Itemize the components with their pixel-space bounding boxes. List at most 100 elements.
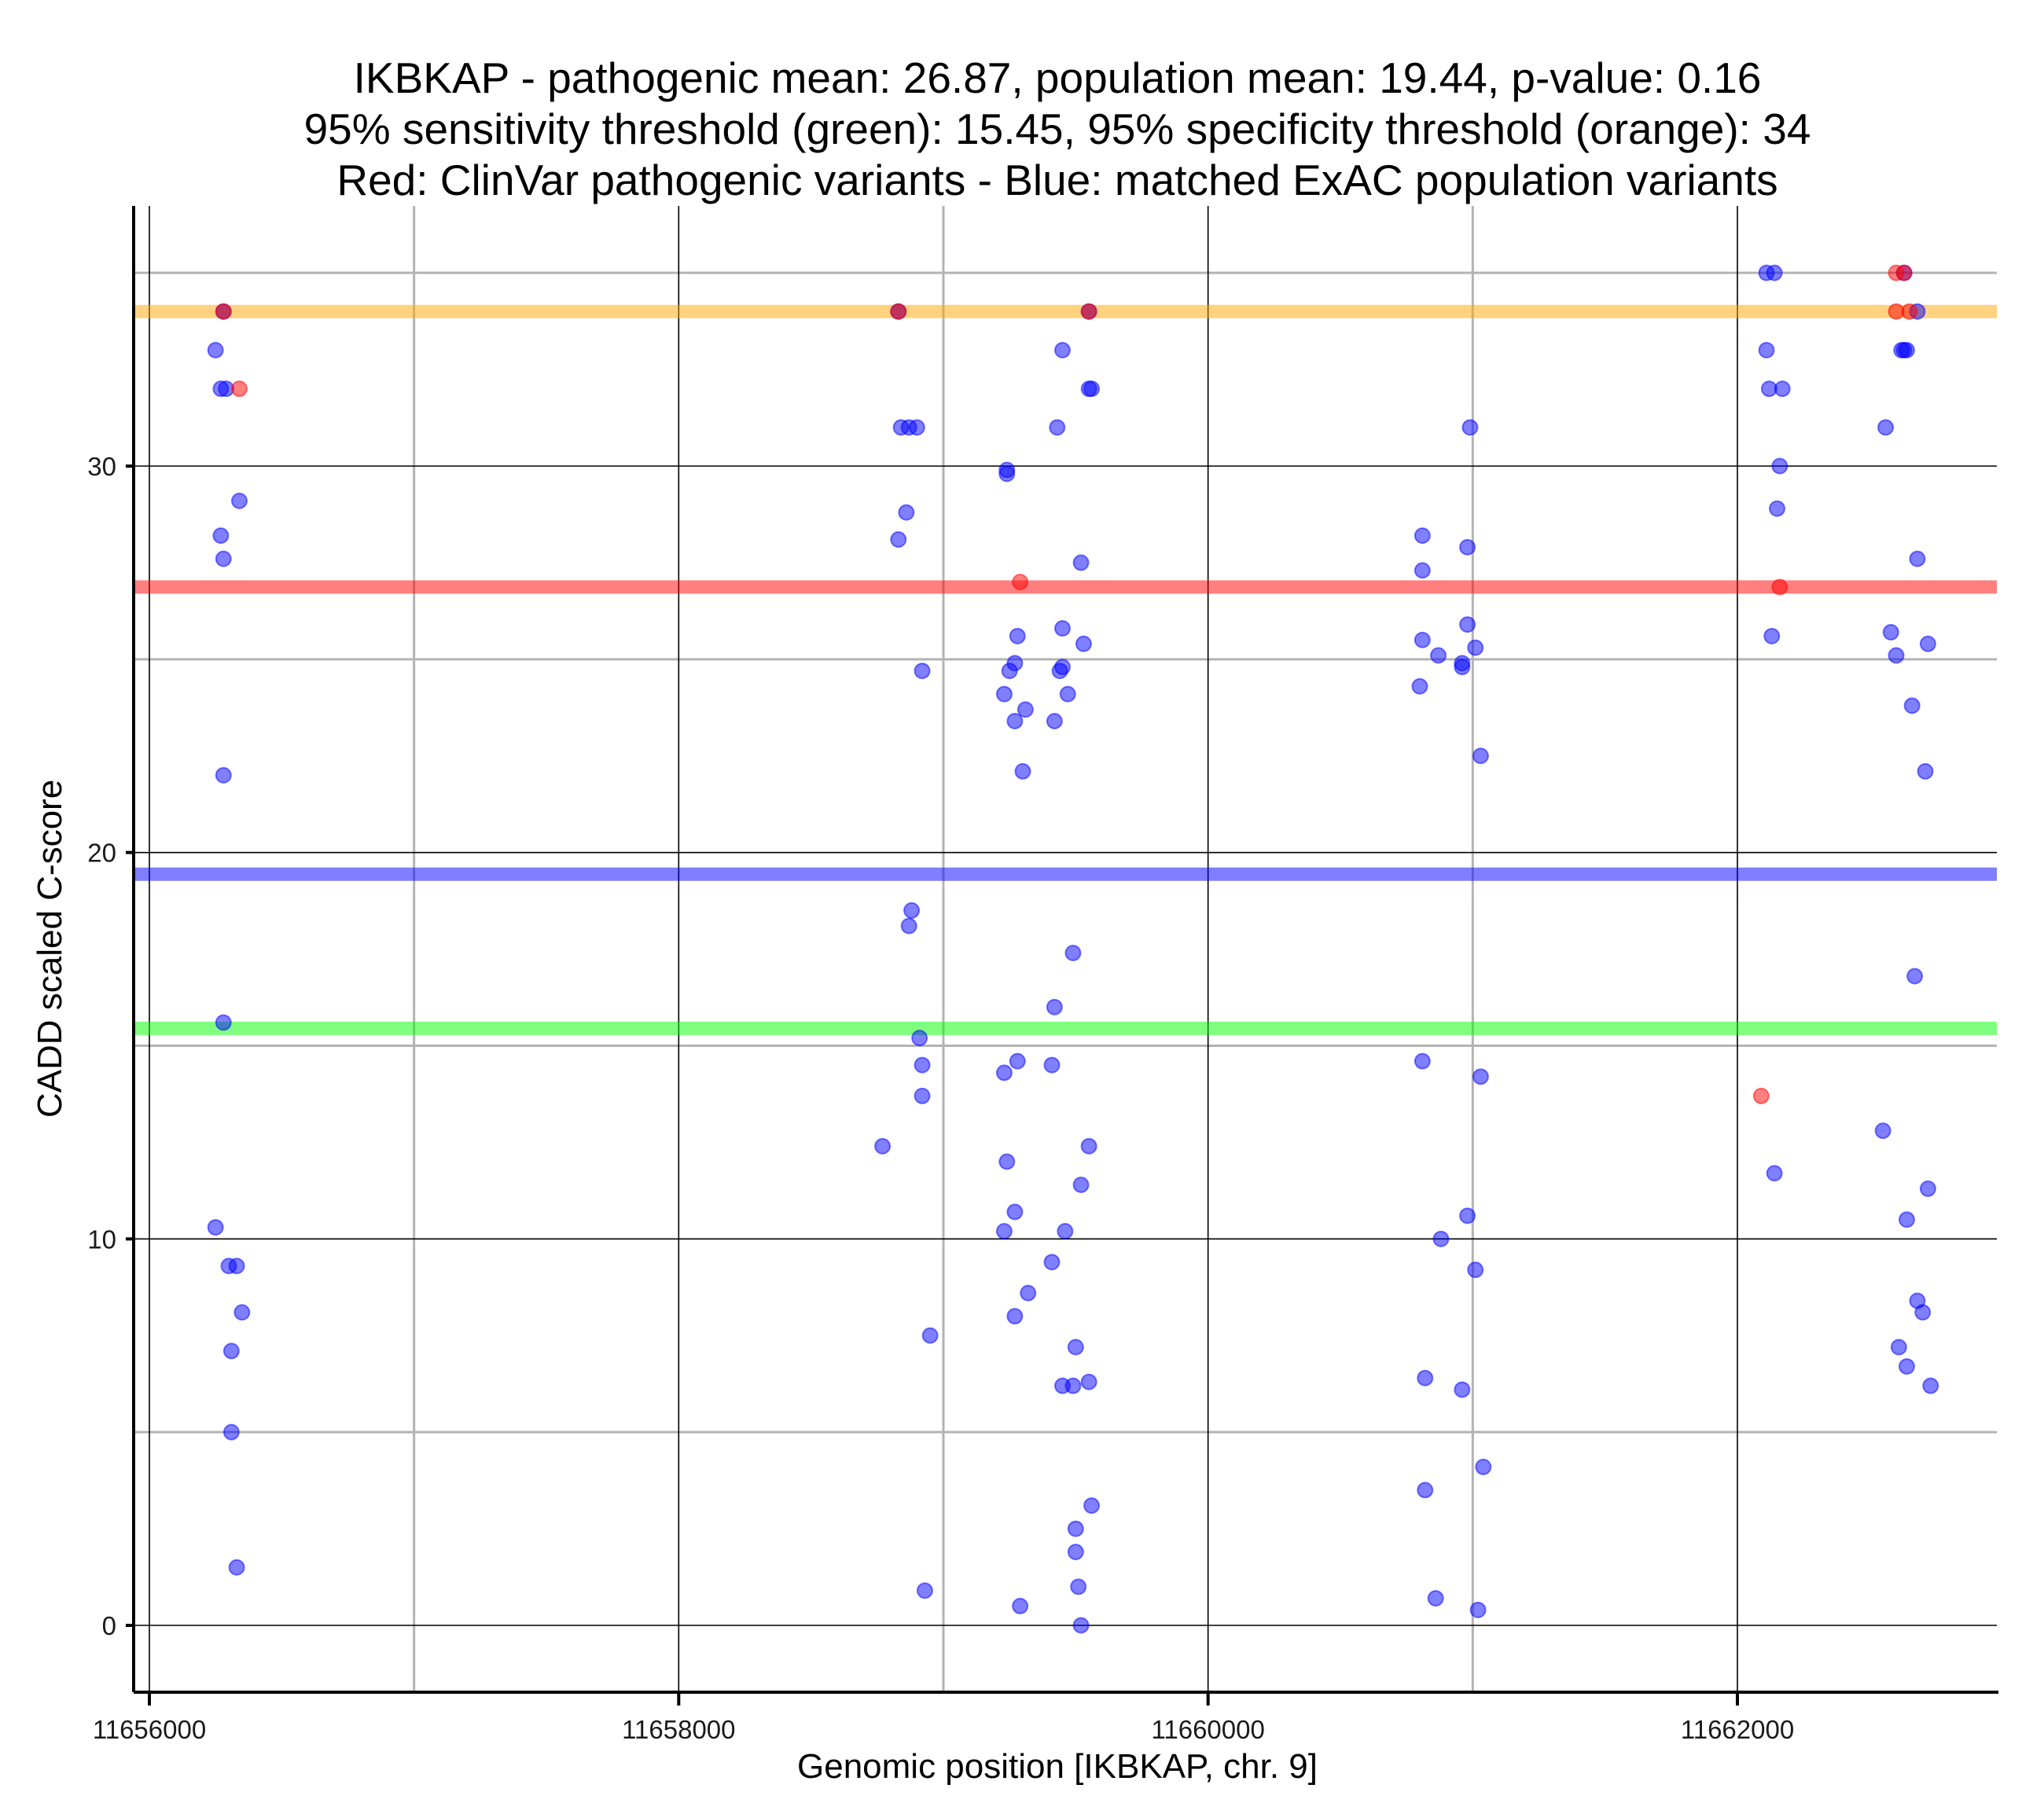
pathogenic-point	[1895, 264, 1913, 281]
population-point	[911, 1030, 928, 1047]
population-point	[921, 1327, 939, 1344]
population-point	[215, 1014, 232, 1031]
population-point	[1472, 1068, 1489, 1085]
title-line-1: IKBKAP - pathogenic mean: 26.87, populat…	[354, 53, 1762, 102]
y-axis-label: CADD scaled C-score	[31, 780, 69, 1118]
population-point	[1043, 1254, 1061, 1271]
population-point	[995, 1223, 1013, 1239]
population-point	[1461, 419, 1479, 436]
population-point	[916, 1582, 933, 1599]
population-point	[1888, 647, 1905, 664]
population-point	[1769, 500, 1785, 517]
grid	[135, 206, 1997, 1691]
population-point	[1016, 701, 1034, 718]
population-point	[1059, 685, 1076, 703]
population-point	[1454, 659, 1471, 676]
population-point	[1054, 342, 1071, 358]
population-point	[1417, 1482, 1434, 1499]
population-point	[903, 901, 921, 919]
population-point	[998, 1153, 1016, 1170]
population-point	[1469, 1601, 1487, 1618]
population-point	[1427, 1590, 1444, 1607]
title-line-2: 95% sensitivity threshold (green): 15.45…	[304, 105, 1811, 153]
population-point	[1080, 1373, 1097, 1390]
population-point	[1771, 457, 1788, 475]
population-point	[1430, 647, 1447, 664]
population-point	[233, 1304, 251, 1321]
population-point	[1414, 562, 1431, 579]
y-tick-label: 30	[87, 452, 116, 481]
population-point	[1914, 1304, 1932, 1321]
population-point	[1919, 1180, 1936, 1197]
population-point	[1020, 1284, 1037, 1302]
population-point	[1459, 538, 1476, 556]
population-point	[1064, 945, 1082, 961]
threshold-lines	[135, 304, 1997, 1035]
population-point	[1072, 1617, 1090, 1634]
population-point	[1417, 1369, 1434, 1386]
pathogenic-point	[230, 380, 248, 398]
population-point	[228, 1258, 245, 1275]
pathogenic-point	[1012, 574, 1029, 590]
population-point	[874, 1137, 891, 1155]
pathogenic-point	[1901, 303, 1918, 320]
population-point	[1758, 342, 1775, 358]
population-point	[1411, 677, 1428, 695]
population-point	[1909, 550, 1926, 567]
population-point	[1874, 1122, 1891, 1140]
population-point	[1046, 998, 1063, 1015]
population-point	[1895, 342, 1913, 358]
population-point	[898, 504, 915, 521]
population-point	[1432, 1230, 1450, 1247]
population-point	[1766, 264, 1783, 281]
population-point	[1766, 1165, 1783, 1182]
population-point	[215, 766, 232, 784]
x-axis-label: Genomic position [IKBKAP, chr. 9]	[797, 1747, 1318, 1786]
y-tick-label: 0	[102, 1611, 116, 1640]
population-point	[1472, 747, 1489, 765]
population-point	[1454, 1381, 1471, 1398]
population-point	[995, 685, 1013, 703]
population-point	[1917, 762, 1934, 780]
population-point	[890, 531, 907, 548]
population-point	[1072, 1177, 1090, 1193]
population-point	[1877, 419, 1895, 436]
population-point	[1906, 968, 1924, 985]
population-point	[222, 1423, 240, 1441]
population-point	[1903, 697, 1921, 714]
population-point	[1080, 1137, 1097, 1155]
population-point	[1054, 659, 1071, 676]
population-point	[1467, 1261, 1484, 1279]
population-point	[1043, 1056, 1061, 1074]
population-point	[1898, 1358, 1915, 1375]
population-point	[908, 419, 925, 436]
y-tick-label: 20	[87, 839, 116, 868]
population-point	[212, 527, 230, 544]
chart-title: IKBKAP - pathogenic mean: 26.87, populat…	[304, 53, 1811, 204]
population-point	[1006, 1203, 1024, 1221]
population-point	[1072, 554, 1090, 571]
population-point	[1067, 1544, 1084, 1561]
population-point	[1459, 616, 1476, 633]
population-point	[1064, 1377, 1082, 1394]
population-point	[1067, 1520, 1084, 1537]
pathogenic-point	[1080, 303, 1097, 320]
population-point	[914, 663, 931, 680]
population-point	[1083, 380, 1101, 398]
x-tick-label: 11656000	[93, 1715, 206, 1744]
population-point	[1046, 713, 1063, 729]
population-point	[1414, 1052, 1431, 1070]
y-tick-label: 10	[87, 1225, 116, 1254]
population-point	[914, 1056, 931, 1074]
population-point	[1054, 620, 1071, 637]
population-point	[1009, 627, 1026, 644]
population-point	[998, 465, 1016, 483]
population-point	[1057, 1223, 1074, 1239]
population-point	[1070, 1578, 1087, 1596]
population-point	[222, 1342, 240, 1360]
population-point	[1075, 635, 1092, 652]
tick-labels: 0 10 20 30 11656000 11658000 11660000 11662000	[87, 452, 1794, 1744]
population-point	[228, 1559, 245, 1576]
population-point	[1006, 1308, 1024, 1325]
data-points	[207, 264, 1939, 1634]
